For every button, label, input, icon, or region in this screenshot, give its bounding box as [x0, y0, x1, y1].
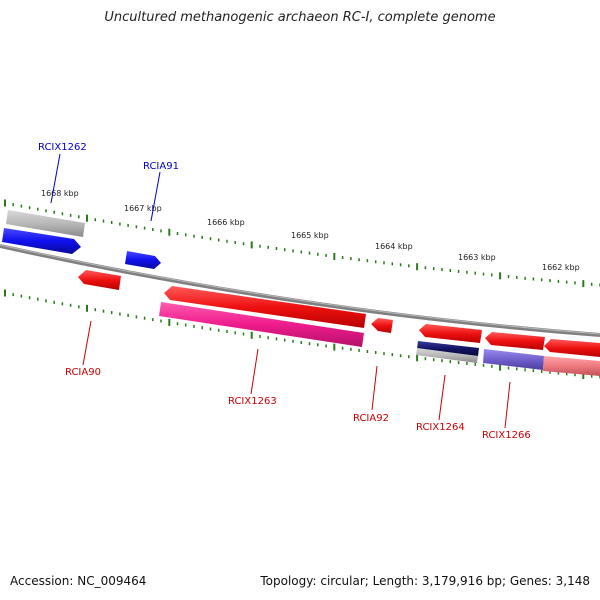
gene-rcix1264-navy[interactable] [417, 341, 479, 356]
genome-title: Uncultured methanogenic archaeon RC-I, c… [104, 10, 496, 25]
gene-rcix1266-purple[interactable] [483, 349, 544, 370]
label-rcix1264[interactable]: RCIX1264 [416, 422, 465, 433]
genome-backbone [0, 244, 600, 337]
callout-rcia91 [150, 171, 161, 222]
ruler-label-1664: 1664 kbp [375, 242, 413, 251]
label-rcix1266[interactable]: RCIX1266 [482, 430, 531, 441]
gene-rcix1262[interactable] [2, 228, 81, 254]
label-rcia92[interactable]: RCIA92 [353, 413, 389, 424]
gene-rcix1264-grey[interactable] [416, 348, 478, 363]
ruler-labels: 1668 kbp 1667 kbp 1666 kbp 1665 kbp 1664… [41, 189, 580, 272]
callout-rcia90 [82, 320, 92, 366]
ruler-label-1666: 1666 kbp [207, 218, 245, 227]
label-rcia91[interactable]: RCIA91 [143, 161, 179, 172]
callout-rcix1266 [504, 381, 511, 429]
ruler-label-1663: 1663 kbp [458, 253, 496, 262]
gene-rcix1264-red[interactable] [419, 324, 482, 343]
callout-lines [50, 153, 511, 429]
callout-rcix1263 [250, 348, 259, 395]
gene-labels: RCIX1262 RCIA91 RCIA90 RCIX1263 RCIA92 R… [38, 142, 531, 441]
callout-rcia92 [371, 365, 378, 411]
gene-rcix1262-grey[interactable] [6, 210, 85, 237]
ruler-ticks-upper [4, 199, 600, 288]
label-rcix1262[interactable]: RCIX1262 [38, 142, 87, 153]
accession-text: Accession: NC_009464 [10, 574, 147, 588]
ruler-label-1662: 1662 kbp [542, 263, 580, 272]
callout-rcix1262 [50, 153, 61, 204]
genome-summary-text: Topology: circular; Length: 3,179,916 bp… [260, 574, 590, 588]
gene-rcix1265[interactable] [485, 332, 545, 350]
gene-rcia92[interactable] [371, 318, 393, 333]
label-rcia90[interactable]: RCIA90 [65, 367, 101, 378]
gene-rcix1267[interactable] [544, 339, 600, 357]
callout-rcix1264 [438, 374, 446, 421]
gene-rcix1263-magenta[interactable] [159, 302, 364, 347]
ruler-label-1668: 1668 kbp [41, 189, 79, 198]
gene-rcix1267-pink[interactable] [543, 356, 600, 376]
ruler-label-1667: 1667 kbp [124, 204, 162, 213]
ruler-label-1665: 1665 kbp [291, 231, 329, 240]
gene-rcix1263[interactable] [164, 286, 366, 328]
genome-backbone-highlight [0, 244, 600, 335]
gene-rcia90[interactable] [78, 270, 121, 290]
label-rcix1263[interactable]: RCIX1263 [228, 396, 277, 407]
gene-rcia91[interactable] [125, 251, 161, 269]
